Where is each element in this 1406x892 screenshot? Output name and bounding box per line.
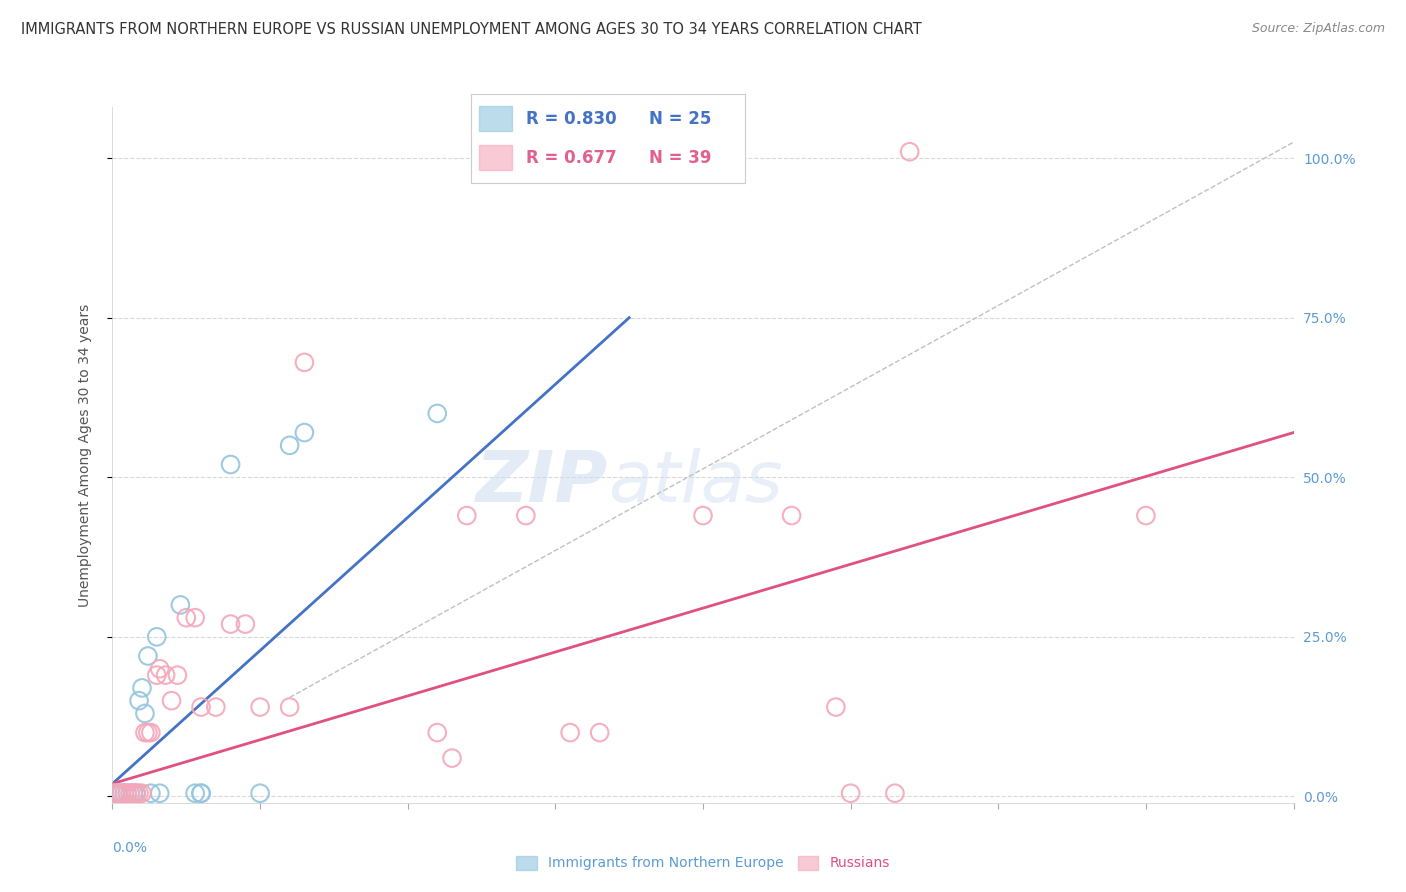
Point xyxy=(131,786,153,800)
Point xyxy=(219,458,242,472)
Point xyxy=(110,786,132,800)
Text: R = 0.830: R = 0.830 xyxy=(526,110,616,128)
Point xyxy=(117,786,138,800)
Point xyxy=(233,617,256,632)
Text: Source: ZipAtlas.com: Source: ZipAtlas.com xyxy=(1251,22,1385,36)
Point xyxy=(898,145,921,159)
Point xyxy=(558,725,582,739)
Point xyxy=(174,610,197,624)
Point xyxy=(146,630,169,644)
Point xyxy=(122,786,145,800)
Point xyxy=(184,610,207,624)
Point xyxy=(120,786,142,800)
Point xyxy=(149,786,172,800)
Point xyxy=(190,700,212,714)
Point xyxy=(128,786,150,800)
Point xyxy=(112,786,135,800)
Text: atlas: atlas xyxy=(609,449,783,517)
Point xyxy=(426,725,449,739)
Point xyxy=(160,694,183,708)
Point xyxy=(166,668,188,682)
Point xyxy=(219,617,242,632)
Point xyxy=(136,725,159,739)
Point xyxy=(136,648,159,663)
Point xyxy=(128,694,150,708)
Point xyxy=(125,786,148,800)
Point xyxy=(107,786,129,800)
Point xyxy=(139,786,162,800)
Point xyxy=(292,355,315,369)
Point xyxy=(839,786,862,800)
Point xyxy=(134,706,156,721)
Text: ZIP: ZIP xyxy=(477,449,609,517)
Point xyxy=(515,508,537,523)
Point xyxy=(104,786,127,800)
Point xyxy=(205,700,228,714)
Legend: Immigrants from Northern Europe, Russians: Immigrants from Northern Europe, Russian… xyxy=(510,850,896,876)
Text: N = 25: N = 25 xyxy=(650,110,711,128)
Point xyxy=(155,668,177,682)
Text: N = 39: N = 39 xyxy=(650,149,711,167)
Point xyxy=(249,700,271,714)
Point xyxy=(647,151,671,165)
Text: R = 0.677: R = 0.677 xyxy=(526,149,617,167)
Point xyxy=(112,786,135,800)
Point xyxy=(125,786,148,800)
Point xyxy=(780,508,803,523)
Point xyxy=(278,438,301,452)
Point xyxy=(134,725,156,739)
Point xyxy=(884,786,907,800)
Point xyxy=(292,425,315,440)
Point xyxy=(110,786,132,800)
Point xyxy=(131,681,153,695)
Point xyxy=(456,508,478,523)
Point xyxy=(169,598,191,612)
Point xyxy=(588,725,610,739)
Text: 0.0%: 0.0% xyxy=(112,841,148,855)
Point xyxy=(107,786,129,800)
FancyBboxPatch shape xyxy=(479,145,512,170)
Point xyxy=(146,668,169,682)
FancyBboxPatch shape xyxy=(479,106,512,131)
Point xyxy=(1135,508,1157,523)
Text: IMMIGRANTS FROM NORTHERN EUROPE VS RUSSIAN UNEMPLOYMENT AMONG AGES 30 TO 34 YEAR: IMMIGRANTS FROM NORTHERN EUROPE VS RUSSI… xyxy=(21,22,922,37)
Point xyxy=(426,406,449,420)
Point xyxy=(190,786,212,800)
Point xyxy=(120,786,142,800)
Point xyxy=(441,751,464,765)
Y-axis label: Unemployment Among Ages 30 to 34 years: Unemployment Among Ages 30 to 34 years xyxy=(77,303,91,607)
Point xyxy=(249,786,271,800)
Point xyxy=(117,786,138,800)
Point xyxy=(190,786,212,800)
Point xyxy=(139,725,162,739)
Point xyxy=(824,700,846,714)
Point xyxy=(104,786,127,800)
Point xyxy=(184,786,207,800)
Point xyxy=(692,508,714,523)
Point xyxy=(149,662,172,676)
Point xyxy=(122,786,145,800)
Point xyxy=(278,700,301,714)
